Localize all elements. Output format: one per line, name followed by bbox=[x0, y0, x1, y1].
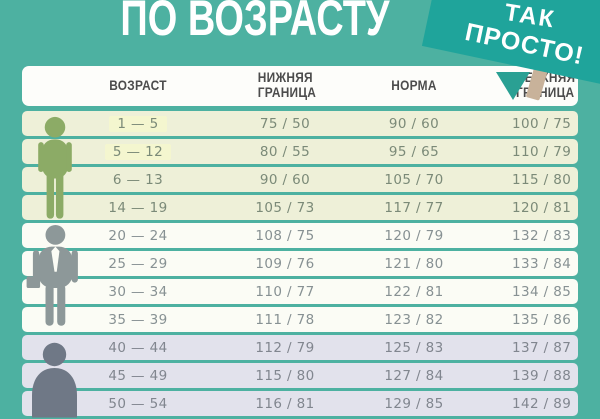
norm-cell: 127 / 84 bbox=[384, 367, 444, 384]
lower-cell: 112 / 79 bbox=[255, 339, 315, 356]
upper-cell: 142 / 89 bbox=[512, 395, 572, 412]
upper-cell: 133 / 84 bbox=[512, 255, 572, 272]
age-cell: 30 — 34 bbox=[108, 283, 168, 300]
norm-cell: 125 / 83 bbox=[384, 339, 444, 356]
upper-cell: 100 / 75 bbox=[512, 115, 572, 132]
norm-cell: 95 / 65 bbox=[388, 143, 440, 160]
age-cell: 40 — 44 bbox=[108, 339, 168, 356]
age-cell: 14 — 19 bbox=[108, 199, 168, 216]
table-row: 40 — 44 112 / 79 125 / 83 137 / 87 bbox=[22, 335, 578, 360]
upper-cell: 134 / 85 bbox=[512, 283, 572, 300]
norm-cell: 121 / 80 bbox=[384, 255, 444, 272]
lower-cell: 90 / 60 bbox=[259, 171, 311, 188]
lower-cell: 75 / 50 bbox=[259, 115, 311, 132]
lower-cell: 110 / 77 bbox=[255, 283, 315, 300]
senior-figure-icon bbox=[23, 341, 86, 418]
age-cell: 5 — 12 bbox=[22, 143, 254, 160]
age-cell: 1 — 5 bbox=[22, 115, 254, 132]
page-title: ПО ВОЗРАСТУ bbox=[120, 0, 390, 46]
lower-cell: 109 / 76 bbox=[255, 255, 315, 272]
table-row: 1 — 5 75 / 50 90 / 60 100 / 75 bbox=[22, 111, 578, 136]
lower-cell: 111 / 78 bbox=[255, 311, 315, 328]
lower-cell: 105 / 73 bbox=[255, 199, 315, 216]
businessman-figure-icon bbox=[23, 225, 86, 326]
norm-cell: 129 / 85 bbox=[384, 395, 444, 412]
norm-cell: 123 / 82 bbox=[384, 311, 444, 328]
table-row: 25 — 29 109 / 76 121 / 80 133 / 84 bbox=[22, 251, 578, 276]
upper-cell: 139 / 88 bbox=[512, 367, 572, 384]
table-row: 14 — 19 105 / 73 117 / 77 120 / 81 bbox=[22, 195, 578, 220]
upper-cell: 132 / 83 bbox=[512, 227, 572, 244]
upper-cell: 120 / 81 bbox=[512, 199, 572, 216]
table-row: 45 — 49 115 / 80 127 / 84 139 / 88 bbox=[22, 363, 578, 388]
lower-cell: 116 / 81 bbox=[255, 395, 315, 412]
age-cell: 20 — 24 bbox=[108, 227, 168, 244]
upper-cell: 135 / 86 bbox=[512, 311, 572, 328]
header-age: ВОЗРАСТ bbox=[109, 77, 167, 93]
lower-cell: 115 / 80 bbox=[255, 367, 315, 384]
age-cell: 45 — 49 bbox=[108, 367, 168, 384]
norm-cell: 122 / 81 bbox=[384, 283, 444, 300]
header-norm: НОРМА bbox=[391, 77, 437, 93]
table-row: 6 — 13 90 / 60 105 / 70 115 / 80 bbox=[22, 167, 578, 192]
badge-pointer-icon bbox=[496, 72, 530, 100]
table-row: 35 — 39 111 / 78 123 / 82 135 / 86 bbox=[22, 307, 578, 332]
table-row: 30 — 34 110 / 77 122 / 81 134 / 85 bbox=[22, 279, 578, 304]
table-row: 50 — 54 116 / 81 129 / 85 142 / 89 bbox=[22, 391, 578, 416]
norm-cell: 105 / 70 bbox=[384, 171, 444, 188]
norm-cell: 120 / 79 bbox=[384, 227, 444, 244]
header-lower: НИЖНЯЯ ГРАНИЦА bbox=[257, 70, 317, 100]
upper-cell: 137 / 87 bbox=[512, 339, 572, 356]
norm-cell: 117 / 77 bbox=[384, 199, 444, 216]
upper-cell: 115 / 80 bbox=[512, 171, 572, 188]
child-figure-icon bbox=[27, 116, 83, 221]
table-header: ВОЗРАСТ НИЖНЯЯ ГРАНИЦА НОРМА ВЕРХНЯЯ ГРА… bbox=[22, 66, 578, 106]
age-cell: 35 — 39 bbox=[108, 311, 168, 328]
lower-cell: 108 / 75 bbox=[255, 227, 315, 244]
table-row: 20 — 24 108 / 75 120 / 79 132 / 83 bbox=[22, 223, 578, 248]
lower-cell: 80 / 55 bbox=[259, 143, 311, 160]
age-cell: 6 — 13 bbox=[112, 171, 164, 188]
upper-cell: 110 / 79 bbox=[512, 143, 572, 160]
age-cell: 25 — 29 bbox=[108, 255, 168, 272]
table-rows: 1 — 5 75 / 50 90 / 60 100 / 75 5 — 12 80… bbox=[22, 111, 578, 419]
norm-cell: 90 / 60 bbox=[388, 115, 440, 132]
table-row: 5 — 12 80 / 55 95 / 65 110 / 79 bbox=[22, 139, 578, 164]
